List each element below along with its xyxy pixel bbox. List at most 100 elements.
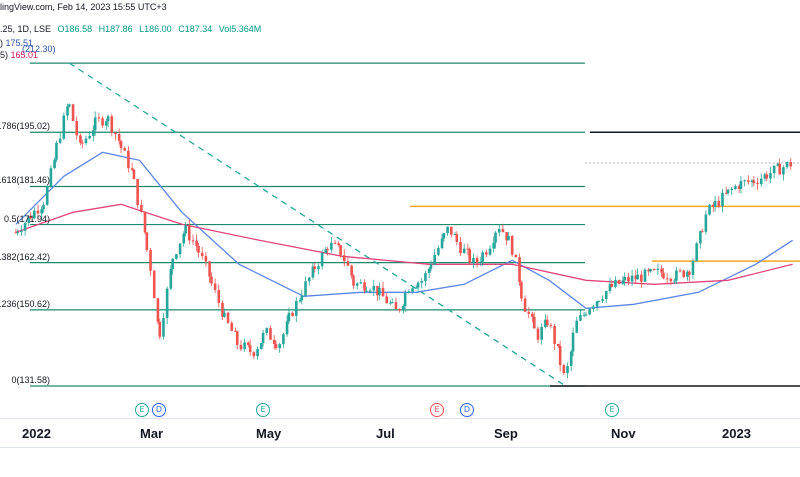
candle-body <box>123 148 127 151</box>
candle-body <box>372 285 376 291</box>
candle-body <box>640 274 643 282</box>
earnings-icon[interactable]: E <box>605 403 619 417</box>
candle-body <box>505 232 508 241</box>
candle-body <box>660 268 663 273</box>
candle-body <box>239 344 243 350</box>
candle-body <box>14 232 18 234</box>
candle-body <box>197 245 200 253</box>
candle-body <box>610 283 614 287</box>
candle-body <box>350 265 353 276</box>
candle-body <box>117 134 121 141</box>
candle-body <box>265 328 269 333</box>
candle-body <box>726 189 730 194</box>
candle-body <box>29 216 32 219</box>
ma-fast-value-b: (212.30) <box>22 44 56 54</box>
candle-body <box>752 180 756 184</box>
candle-body <box>252 352 256 357</box>
candle-body <box>119 140 123 149</box>
candle-body <box>510 236 514 255</box>
level-lines <box>410 131 800 387</box>
candle-body <box>665 278 669 280</box>
candle-body <box>355 283 359 286</box>
fib-level-label: 0.618(181.46) <box>0 175 50 186</box>
candle-body <box>55 142 58 160</box>
earnings-icon[interactable]: E <box>256 403 270 417</box>
candle-body <box>45 186 49 205</box>
candle-body <box>571 332 575 352</box>
candle-body <box>662 272 665 279</box>
candle-body <box>79 135 82 143</box>
ma-fast-value: 175.51 <box>5 38 34 48</box>
candle-body <box>481 252 484 262</box>
candle-body <box>531 313 534 317</box>
candle-body <box>789 162 793 167</box>
candle-body <box>785 162 789 168</box>
candle-body <box>588 308 591 315</box>
fib-level-label: 0.5(171.94) <box>3 213 50 224</box>
ma-slow-legend[interactable]: 5) 165.01 <box>0 50 38 60</box>
candle-body <box>333 242 337 244</box>
candle-body <box>562 365 566 373</box>
candle-body <box>394 302 398 309</box>
candle-body <box>429 264 433 269</box>
candle-body <box>427 268 431 274</box>
candle-body <box>708 204 711 215</box>
candle-body <box>682 270 686 277</box>
candle-body <box>337 243 341 246</box>
dividend-icon[interactable]: D <box>152 403 166 417</box>
candle-body <box>313 266 317 269</box>
candle-body <box>248 345 252 353</box>
candle-body <box>165 288 169 319</box>
candle-body <box>747 180 750 182</box>
candle-body <box>782 167 785 175</box>
earnings-miss-icon[interactable]: E <box>430 403 444 417</box>
ma-fast-legend[interactable]: ) 175.51 <box>0 38 33 48</box>
candle-body <box>272 339 276 344</box>
candle-body <box>226 312 230 323</box>
candle-body <box>575 320 579 333</box>
candle-body <box>420 281 424 283</box>
candle-body <box>558 345 562 366</box>
candle-body <box>592 306 595 309</box>
candle-body <box>213 283 217 290</box>
candle-body <box>339 245 342 256</box>
candle-body <box>739 180 743 189</box>
candle-body <box>326 249 329 251</box>
candle-body <box>359 282 363 284</box>
dividend-icon[interactable]: D <box>460 403 474 417</box>
candle-body <box>204 256 208 262</box>
x-tick-label: Sep <box>494 426 518 441</box>
candle-body <box>414 287 418 289</box>
candle-body <box>617 279 621 284</box>
ma-slow-value: 165.01 <box>10 50 39 60</box>
candle-body <box>169 268 173 289</box>
candle-body <box>466 248 470 250</box>
candle-body <box>287 312 291 322</box>
candle-body <box>156 298 160 322</box>
candle-body <box>300 295 304 301</box>
candle-body <box>171 258 174 269</box>
x-tick-label: May <box>256 426 282 441</box>
candle-body <box>627 276 630 282</box>
candle-body <box>730 188 734 190</box>
candle-body <box>101 118 104 126</box>
candle-body <box>520 282 523 299</box>
candle-body <box>390 302 394 304</box>
candle-body <box>424 273 427 282</box>
x-tick-label: 2022 <box>22 426 51 441</box>
candle-body <box>687 271 691 275</box>
candle-body <box>462 248 466 254</box>
earnings-icon[interactable]: E <box>135 403 149 417</box>
candle-body <box>711 204 715 208</box>
candle-body <box>717 200 721 207</box>
candle-body <box>459 241 462 254</box>
candle-body <box>66 106 69 116</box>
candle-body <box>402 305 405 311</box>
candle-body <box>184 225 187 234</box>
candle-body <box>152 270 156 299</box>
candle-body <box>595 301 599 307</box>
ma-fast-label: ) <box>0 38 3 48</box>
candle-body <box>378 287 381 296</box>
